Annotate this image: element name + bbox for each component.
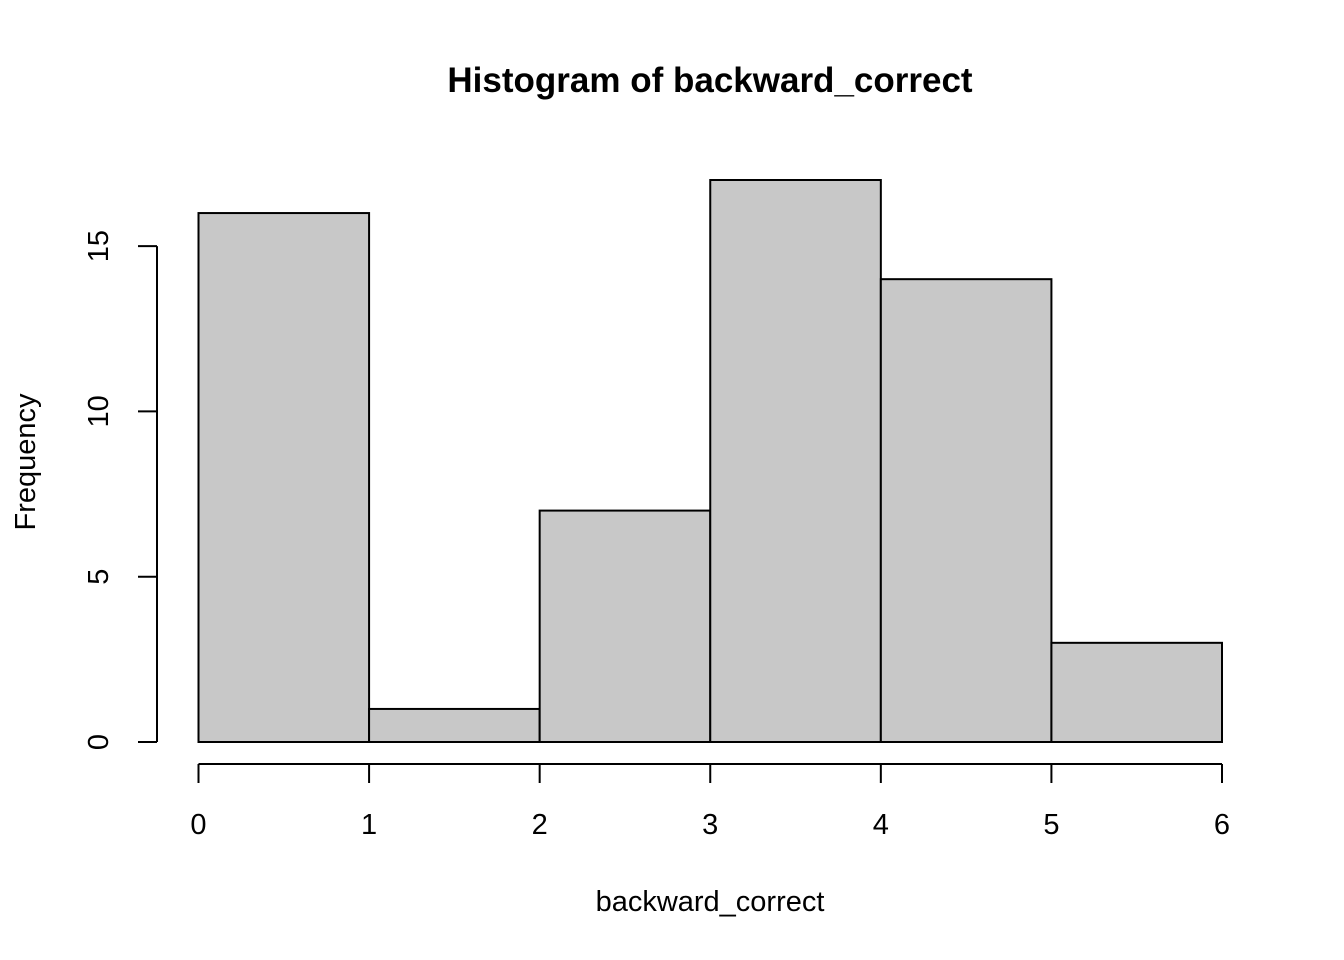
histogram-bar-4 bbox=[879, 278, 1053, 743]
x-tick-label: 6 bbox=[1214, 809, 1230, 841]
histogram-bar-1 bbox=[368, 707, 541, 743]
x-axis-label: backward_correct bbox=[596, 886, 825, 918]
x-tick-label: 3 bbox=[702, 809, 718, 841]
x-tick-label: 0 bbox=[190, 809, 206, 841]
bars bbox=[197, 179, 1223, 744]
histogram-bar-5 bbox=[1050, 641, 1223, 744]
y-tick-label: 0 bbox=[83, 734, 115, 750]
histogram-bar-0 bbox=[197, 212, 371, 743]
y-tick-label: 15 bbox=[83, 230, 115, 262]
chart-title: Histogram of backward_correct bbox=[447, 61, 973, 100]
y-axis-label: Frequency bbox=[10, 393, 42, 531]
y-axis: 0 5 10 15 bbox=[83, 230, 158, 750]
x-tick-label: 4 bbox=[873, 809, 889, 841]
x-tick-label: 1 bbox=[361, 809, 377, 841]
histogram-bar-3 bbox=[709, 179, 882, 743]
y-tick-label: 5 bbox=[83, 569, 115, 585]
x-tick-label: 2 bbox=[532, 809, 548, 841]
x-axis: 0 1 2 3 4 5 6 bbox=[190, 763, 1230, 841]
x-tick-label: 5 bbox=[1043, 809, 1059, 841]
y-tick-label: 10 bbox=[83, 395, 115, 427]
histogram-bar-2 bbox=[538, 509, 712, 743]
